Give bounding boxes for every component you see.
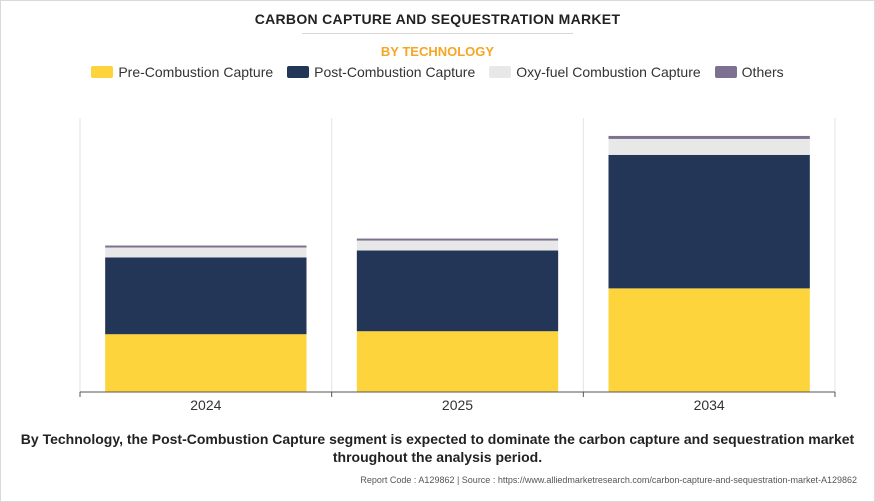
x-tick-label: 2024 xyxy=(190,397,221,413)
chart-caption: By Technology, the Post-Combustion Captu… xyxy=(20,431,855,465)
legend-label-others: Others xyxy=(741,64,784,80)
bar-2025-others xyxy=(356,238,559,241)
legend-swatch-pre-combustion xyxy=(91,66,114,78)
bar-2024-pre-combustion-capture xyxy=(105,334,307,392)
legend-label-oxy-fuel: Oxy-fuel Combustion Capture xyxy=(516,64,701,80)
bar-2034-pre-combustion-capture xyxy=(608,288,810,392)
bar-2025-pre-combustion-capture xyxy=(356,331,559,392)
bar-2024-oxy-fuel-combustion-capture xyxy=(105,247,307,258)
legend-label-post-combustion: Post-Combustion Capture xyxy=(314,64,476,80)
legend-item-pre-combustion: Pre-Combustion Capture xyxy=(91,64,273,80)
chart-subtitle: BY TECHNOLOGY xyxy=(380,44,495,59)
stacked-bar-chart: 2024 2025 2034 xyxy=(79,118,836,413)
bar-2025-post-combustion-capture xyxy=(356,250,559,332)
legend-label-pre-combustion: Pre-Combustion Capture xyxy=(118,64,274,80)
bar-2025-oxy-fuel-combustion-capture xyxy=(356,240,559,251)
legend: Pre-Combustion Capture Post-Combustion C… xyxy=(0,64,875,80)
legend-swatch-post-combustion xyxy=(287,66,310,78)
bar-2034-post-combustion-capture xyxy=(608,154,810,289)
bar-2024-post-combustion-capture xyxy=(105,257,307,335)
legend-swatch-others xyxy=(714,66,737,78)
legend-item-oxy-fuel: Oxy-fuel Combustion Capture xyxy=(489,64,701,80)
legend-item-others: Others xyxy=(714,64,784,80)
x-tick-label: 2034 xyxy=(694,397,725,413)
bar-2034-oxy-fuel-combustion-capture xyxy=(608,138,810,155)
bar-2034-others xyxy=(608,135,810,139)
bar-2024-others xyxy=(105,245,307,248)
x-tick-label: 2025 xyxy=(442,397,473,413)
chart-title: CARBON CAPTURE AND SEQUESTRATION MARKET xyxy=(254,11,621,27)
legend-item-post-combustion: Post-Combustion Capture xyxy=(287,64,475,80)
legend-swatch-oxy-fuel xyxy=(489,66,512,78)
source-footer: Report Code : A129862 | Source : https:/… xyxy=(360,475,857,485)
title-divider xyxy=(302,33,573,34)
